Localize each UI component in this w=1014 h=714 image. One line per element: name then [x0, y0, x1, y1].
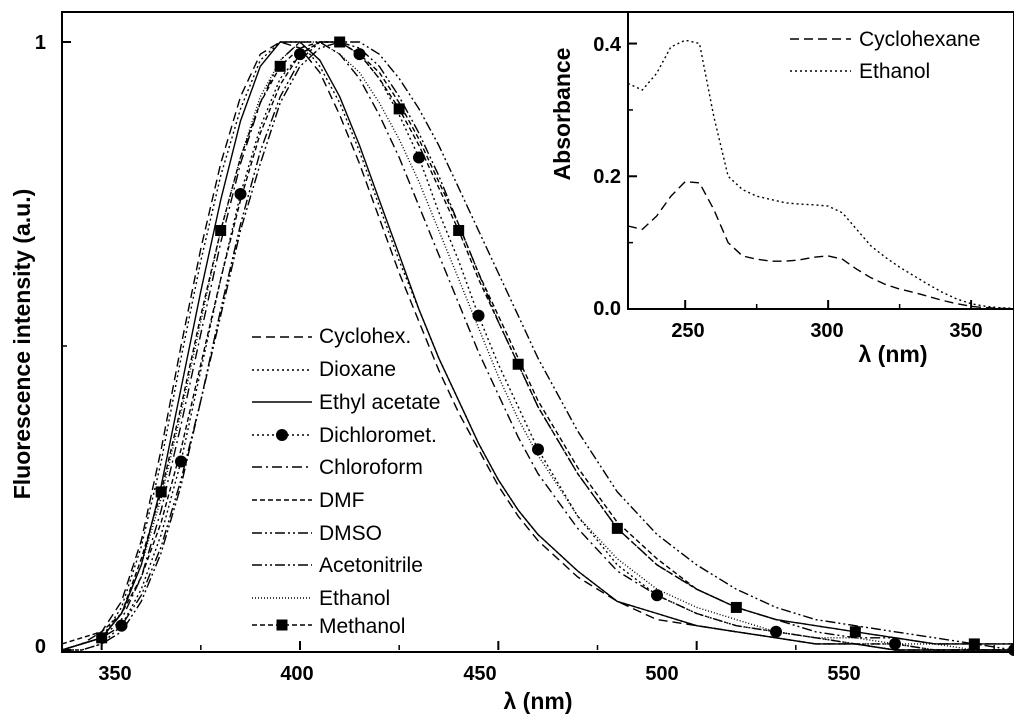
- inset-x-tick-label: 250: [671, 320, 704, 342]
- main-y-tick-label: 0: [35, 636, 46, 658]
- main-y-tick-label: 1: [35, 32, 46, 54]
- inset-series-line: [627, 180, 1014, 310]
- legend-marker: [276, 429, 288, 441]
- main-series-line: [61, 41, 1014, 651]
- legend-label: Dichloromet.: [319, 424, 437, 447]
- legend-label: Ethanol: [319, 587, 390, 610]
- main-series-marker: [234, 188, 247, 200]
- main-series-line: [61, 41, 1014, 651]
- main-x-tick-label: 400: [280, 663, 313, 685]
- main-series-marker: [413, 151, 425, 164]
- main-series-line: [61, 41, 1014, 651]
- main-series-marker: [96, 632, 108, 644]
- main-x-tick-label: 450: [463, 663, 496, 685]
- main-x-axis-title: λ (nm): [504, 688, 573, 714]
- main-series-line: [61, 41, 1014, 651]
- main-x-tick-label: 500: [645, 663, 678, 685]
- main-plot-frame: [61, 11, 1014, 653]
- legend-label: Acetonitrile: [319, 554, 423, 577]
- inset-x-axis-title: λ (nm): [859, 341, 928, 367]
- inset-y-tick-label: 0.0: [593, 298, 621, 320]
- main-series-lines: [61, 36, 1014, 656]
- main-series-line: [62, 41, 1014, 651]
- main-series-marker: [512, 358, 524, 370]
- main-series-marker: [968, 638, 980, 650]
- inset-axis-ticks: [628, 42, 973, 310]
- main-series-marker: [393, 103, 405, 115]
- inset-legend: Cyclohexane Ethanol: [790, 28, 980, 83]
- inset-legend-label: Cyclohexane: [859, 28, 980, 51]
- main-series-marker: [651, 589, 663, 602]
- legend-label: Dioxane: [319, 358, 396, 381]
- main-series-marker: [849, 626, 861, 638]
- main-y-axis-title: Fluorescence intensity (a.u.): [9, 189, 35, 500]
- legend-label: Cyclohex.: [319, 325, 411, 348]
- inset-x-tick-label: 350: [949, 320, 982, 342]
- main-x-tick-label: 350: [98, 663, 131, 685]
- main-series-marker: [532, 443, 544, 456]
- inset-plot-frame: [627, 11, 1014, 310]
- main-series-marker: [453, 224, 465, 236]
- main-series-marker: [274, 60, 286, 72]
- main-series-marker: [215, 224, 227, 236]
- legend-marker: [276, 619, 288, 631]
- legend-label: Methanol: [319, 615, 405, 638]
- main-x-tick-label: 550: [827, 663, 860, 685]
- inset-y-tick-label: 0.2: [593, 166, 621, 188]
- main-series-marker: [472, 309, 485, 322]
- inset-y-tick-label: 0.4: [593, 34, 622, 56]
- inset-y-axis-title: Absorbance: [549, 48, 575, 181]
- main-series-marker: [611, 522, 623, 534]
- main-series-line: [61, 41, 1014, 651]
- legend: Cyclohex. Dioxane Ethyl acetate Dichloro…: [252, 325, 440, 638]
- inset-series-lines: [627, 39, 1014, 310]
- main-series-marker: [730, 601, 742, 613]
- inset-series-line: [627, 39, 1014, 309]
- main-series-marker: [155, 486, 167, 498]
- inset-legend-label: Ethanol: [859, 60, 930, 83]
- legend-label: Chloroform: [319, 456, 423, 479]
- legend-label: Ethyl acetate: [319, 391, 440, 414]
- inset-x-tick-label: 300: [810, 320, 843, 342]
- legend-label: DMF: [319, 489, 365, 512]
- legend-label: DMSO: [319, 522, 382, 545]
- main-series-marker: [334, 36, 346, 48]
